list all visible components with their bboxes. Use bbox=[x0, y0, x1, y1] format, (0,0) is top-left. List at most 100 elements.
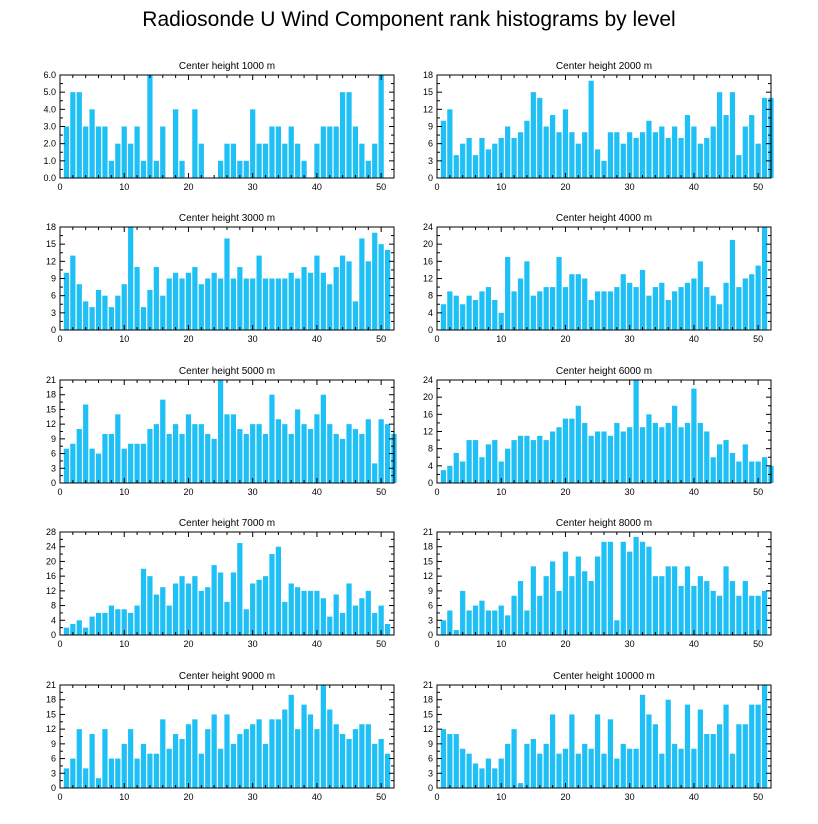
bar bbox=[749, 595, 755, 635]
bar bbox=[134, 443, 140, 483]
bar bbox=[723, 115, 729, 178]
bar-series bbox=[63, 380, 397, 483]
histogram-panel: Center height 1000 m 0 10 20 30 40 50 0.0 1.0 2.0… bbox=[43, 61, 395, 192]
x-tick-label: 30 bbox=[625, 334, 635, 344]
bar bbox=[492, 143, 498, 178]
bar bbox=[205, 587, 211, 635]
y-tick-label: 9 bbox=[428, 739, 433, 749]
bar bbox=[562, 748, 569, 788]
y-tick-label: 18 bbox=[423, 542, 433, 552]
bar bbox=[665, 699, 671, 788]
bar bbox=[485, 444, 491, 483]
bar bbox=[517, 278, 524, 330]
bar bbox=[384, 249, 391, 330]
bar bbox=[217, 748, 224, 788]
bar bbox=[460, 143, 466, 178]
bar bbox=[365, 724, 371, 788]
x-tick-label: 10 bbox=[119, 334, 129, 344]
bar bbox=[352, 605, 359, 635]
y-tick-label: 21 bbox=[423, 527, 433, 537]
x-tick-label: 50 bbox=[753, 639, 763, 649]
bar bbox=[460, 304, 466, 330]
y-tick-label: 21 bbox=[46, 375, 56, 385]
bar bbox=[327, 424, 333, 483]
bar bbox=[652, 422, 658, 483]
bar bbox=[601, 431, 607, 483]
bar bbox=[205, 278, 211, 330]
bar bbox=[717, 304, 723, 330]
bar bbox=[211, 272, 217, 330]
x-tick-label: 10 bbox=[119, 639, 129, 649]
bar bbox=[639, 694, 646, 788]
y-tick-label: 16 bbox=[423, 256, 433, 266]
bar bbox=[652, 287, 658, 330]
bar bbox=[607, 541, 614, 635]
bar bbox=[742, 581, 748, 635]
bar bbox=[729, 753, 736, 788]
bar bbox=[153, 267, 159, 330]
x-tick-label: 50 bbox=[753, 182, 763, 192]
y-tick-label: 15 bbox=[46, 404, 56, 414]
y-tick-label: 8 bbox=[428, 291, 433, 301]
bar bbox=[678, 585, 684, 635]
x-tick-label: 0 bbox=[57, 792, 62, 802]
x-tick-label: 0 bbox=[434, 792, 439, 802]
x-tick-label: 50 bbox=[376, 639, 386, 649]
bar bbox=[556, 257, 562, 330]
bar bbox=[83, 627, 89, 635]
histogram-panel: Center height 10000 m 0 10 20 30 40 50 0 3 6 9 12 15… bbox=[423, 671, 772, 802]
bar bbox=[153, 424, 159, 483]
bar bbox=[307, 590, 314, 635]
bar bbox=[198, 284, 204, 330]
bar bbox=[256, 255, 262, 330]
bar bbox=[320, 598, 326, 635]
x-tick-label: 30 bbox=[625, 487, 635, 497]
bar bbox=[729, 452, 736, 483]
bar bbox=[697, 143, 703, 178]
bar bbox=[352, 429, 359, 483]
bar bbox=[588, 80, 594, 178]
bar bbox=[282, 143, 288, 178]
bar bbox=[485, 758, 491, 788]
bar bbox=[511, 440, 517, 483]
bar bbox=[562, 287, 569, 330]
bar bbox=[562, 109, 569, 178]
bar bbox=[588, 748, 594, 788]
bar bbox=[160, 587, 166, 635]
y-tick-label: 12 bbox=[46, 256, 56, 266]
bar bbox=[742, 724, 748, 788]
bar bbox=[237, 734, 243, 788]
bar bbox=[340, 255, 346, 330]
bar bbox=[211, 565, 217, 635]
bar bbox=[607, 435, 614, 483]
bar bbox=[179, 278, 185, 330]
bar bbox=[678, 748, 684, 788]
y-tick-label: 15 bbox=[423, 556, 433, 566]
bar bbox=[466, 295, 472, 330]
bar bbox=[108, 758, 114, 788]
y-tick-label: 12 bbox=[423, 274, 433, 284]
x-tick-label: 40 bbox=[312, 334, 322, 344]
bar bbox=[269, 394, 275, 483]
bar bbox=[108, 433, 114, 483]
bar bbox=[83, 768, 89, 788]
bar bbox=[173, 272, 179, 330]
bar bbox=[295, 729, 301, 788]
bar bbox=[217, 160, 224, 178]
bar bbox=[346, 583, 352, 635]
bar bbox=[627, 427, 633, 483]
bar bbox=[717, 595, 723, 635]
histogram-panel: Center height 5000 m 0 10 20 30 40 50 0 3 6 9 12 15 1… bbox=[46, 366, 397, 497]
bar bbox=[594, 149, 601, 178]
bar bbox=[543, 743, 549, 788]
bar bbox=[295, 409, 301, 483]
bar bbox=[359, 724, 365, 788]
bar bbox=[224, 601, 230, 635]
bar bbox=[601, 160, 607, 178]
panel-title: Center height 1000 m bbox=[179, 61, 275, 72]
bar bbox=[134, 267, 140, 330]
bar bbox=[70, 623, 76, 635]
y-tick-label: 9 bbox=[428, 122, 433, 132]
bar bbox=[314, 143, 320, 178]
bar bbox=[269, 719, 275, 788]
